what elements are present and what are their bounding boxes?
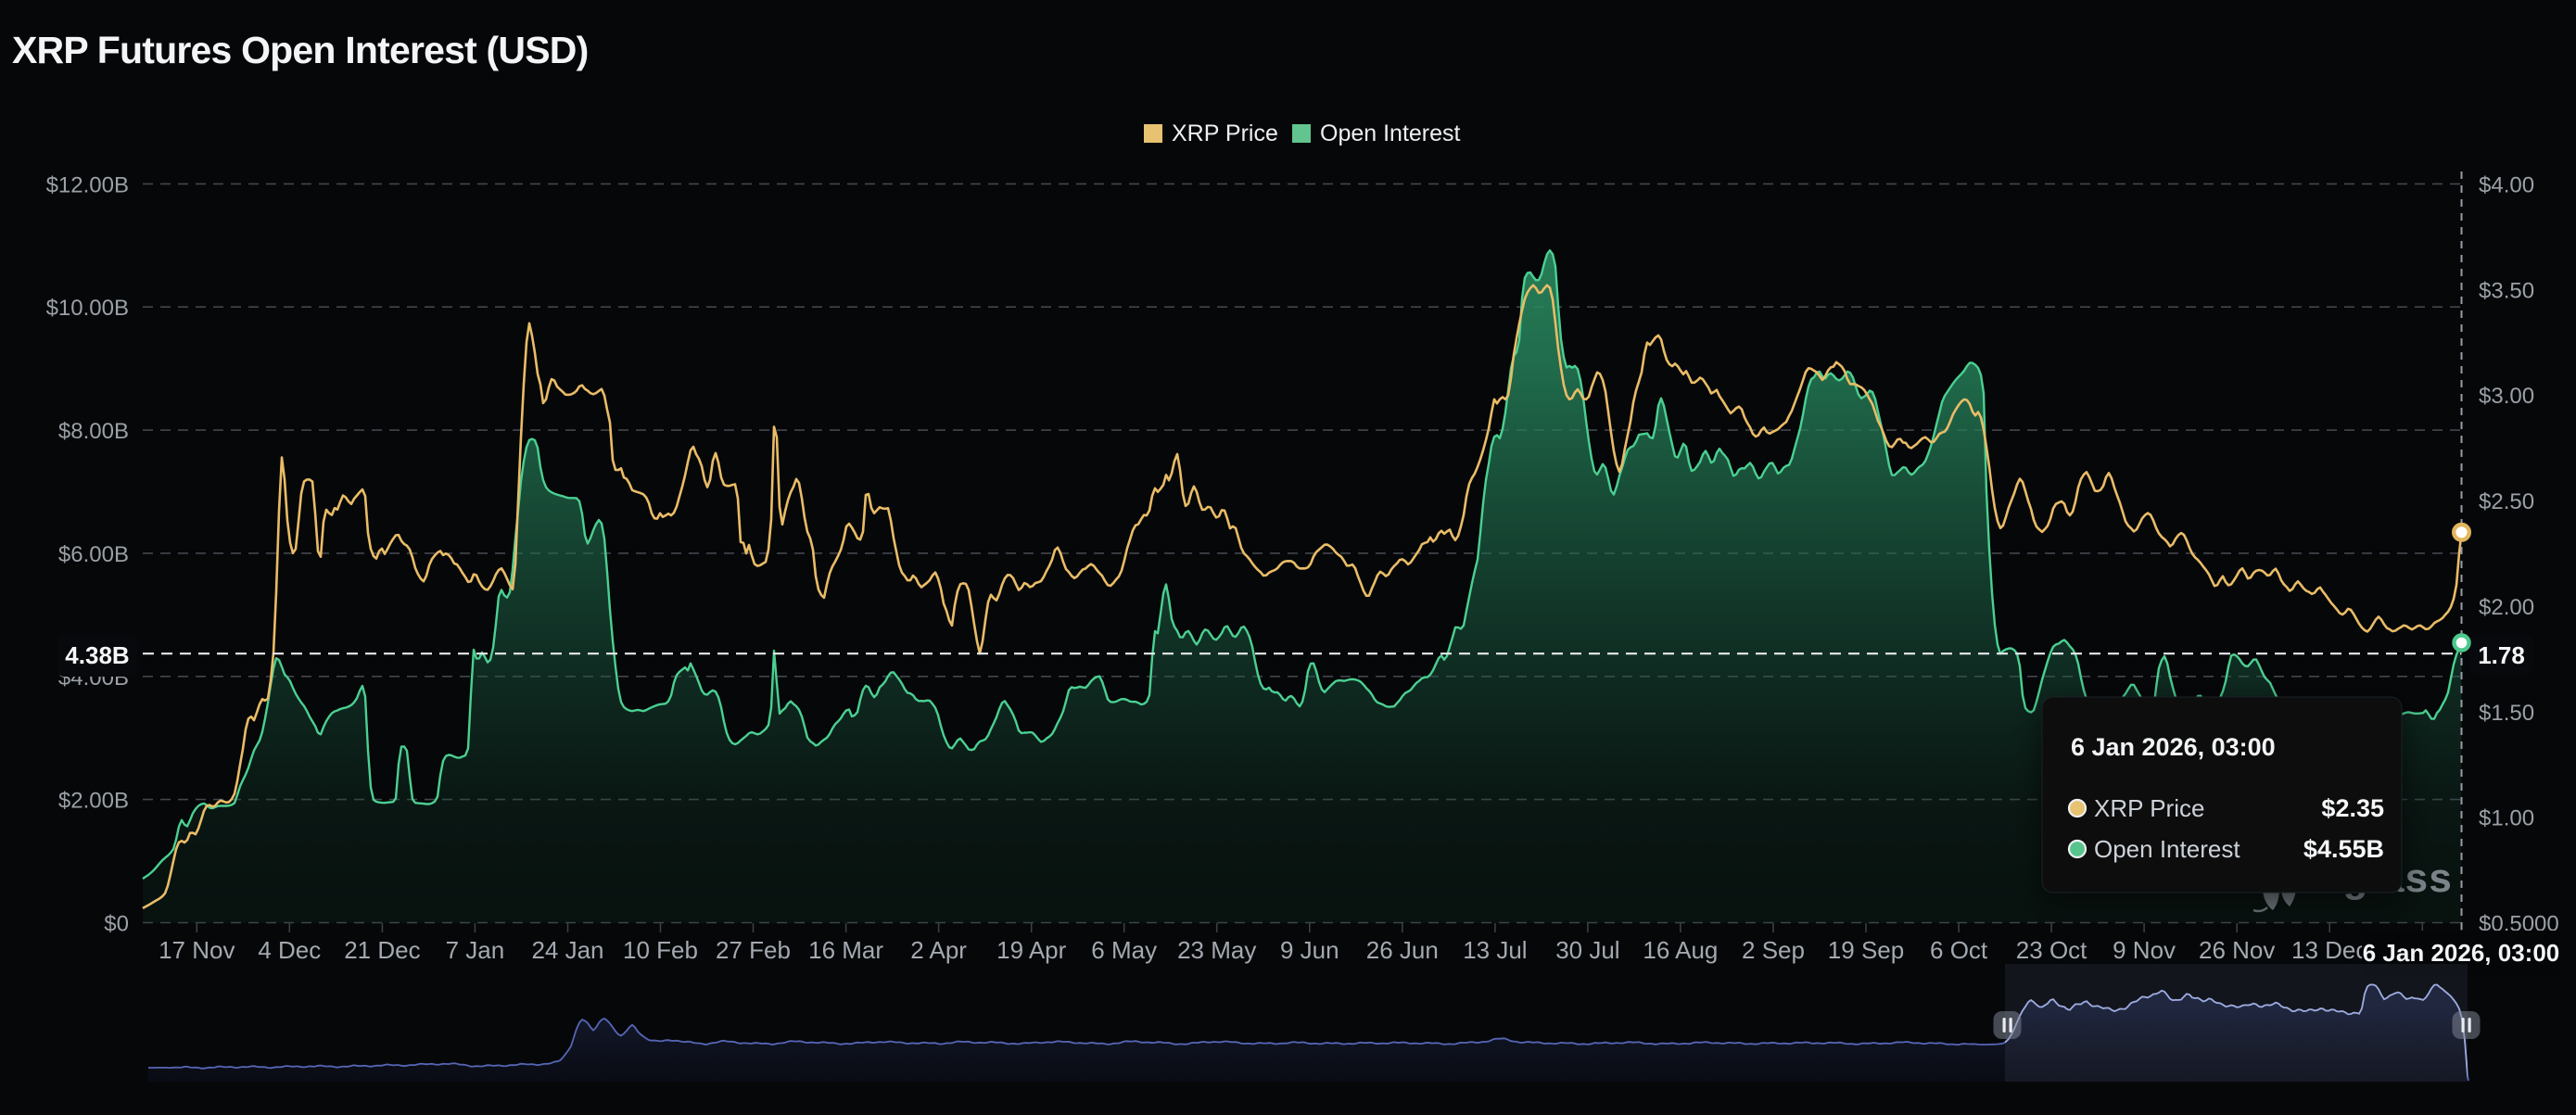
svg-text:$4.55B: $4.55B <box>2303 835 2384 863</box>
svg-text:23 Oct: 23 Oct <box>2016 936 2087 964</box>
svg-text:21 Dec: 21 Dec <box>344 936 420 964</box>
svg-text:2 Sep: 2 Sep <box>1742 936 1805 964</box>
svg-text:27 Feb: 27 Feb <box>716 936 791 964</box>
svg-text:24 Jan: 24 Jan <box>531 936 603 964</box>
svg-text:16 Mar: 16 Mar <box>808 936 883 964</box>
svg-text:$2.50: $2.50 <box>2479 489 2534 514</box>
svg-text:$4.00: $4.00 <box>2479 172 2534 197</box>
svg-text:26 Nov: 26 Nov <box>2199 936 2275 964</box>
svg-text:17 Nov: 17 Nov <box>159 936 235 964</box>
svg-text:Open Interest: Open Interest <box>1320 120 1461 146</box>
svg-text:2 Apr: 2 Apr <box>910 936 967 964</box>
svg-text:30 Jul: 30 Jul <box>1555 936 1619 964</box>
svg-text:23 May: 23 May <box>1177 936 1256 964</box>
svg-text:6 Oct: 6 Oct <box>1930 936 1988 964</box>
svg-text:4 Dec: 4 Dec <box>258 936 321 964</box>
svg-text:XRP Futures Open Interest (USD: XRP Futures Open Interest (USD) <box>12 29 588 71</box>
svg-text:16 Aug: 16 Aug <box>1643 936 1718 964</box>
svg-text:9 Nov: 9 Nov <box>2113 936 2176 964</box>
svg-text:$6.00B: $6.00B <box>58 542 129 567</box>
svg-text:9 Jun: 9 Jun <box>1280 936 1339 964</box>
svg-text:13 Dec: 13 Dec <box>2291 936 2367 964</box>
svg-text:$2.00: $2.00 <box>2479 595 2534 620</box>
svg-text:4.38B: 4.38B <box>65 641 129 669</box>
svg-text:$8.00B: $8.00B <box>58 419 129 444</box>
svg-text:$10.00B: $10.00B <box>46 296 129 321</box>
svg-text:XRP Price: XRP Price <box>1172 120 1278 146</box>
svg-text:6 Jan 2026, 03:00: 6 Jan 2026, 03:00 <box>2071 733 2276 761</box>
svg-text:7 Jan: 7 Jan <box>446 936 505 964</box>
svg-text:13 Jul: 13 Jul <box>1463 936 1527 964</box>
svg-text:10 Feb: 10 Feb <box>623 936 698 964</box>
svg-text:XRP Price: XRP Price <box>2094 794 2204 822</box>
svg-text:6 Jan 2026, 03:00: 6 Jan 2026, 03:00 <box>2363 939 2560 967</box>
svg-text:$2.00B: $2.00B <box>58 789 129 814</box>
svg-text:$2.35: $2.35 <box>2321 794 2384 822</box>
svg-text:$12.00B: $12.00B <box>46 172 129 197</box>
svg-text:1.78: 1.78 <box>2478 641 2525 669</box>
svg-text:19 Apr: 19 Apr <box>996 936 1067 964</box>
svg-text:6 May: 6 May <box>1091 936 1157 964</box>
svg-text:$3.50: $3.50 <box>2479 278 2534 303</box>
svg-text:Open Interest: Open Interest <box>2094 835 2240 863</box>
svg-text:$1.00: $1.00 <box>2479 806 2534 831</box>
svg-text:$1.50: $1.50 <box>2479 701 2534 726</box>
svg-text:19 Sep: 19 Sep <box>1828 936 1904 964</box>
svg-text:$0: $0 <box>104 912 129 937</box>
svg-text:26 Jun: 26 Jun <box>1366 936 1439 964</box>
svg-text:$3.00: $3.00 <box>2479 384 2534 409</box>
